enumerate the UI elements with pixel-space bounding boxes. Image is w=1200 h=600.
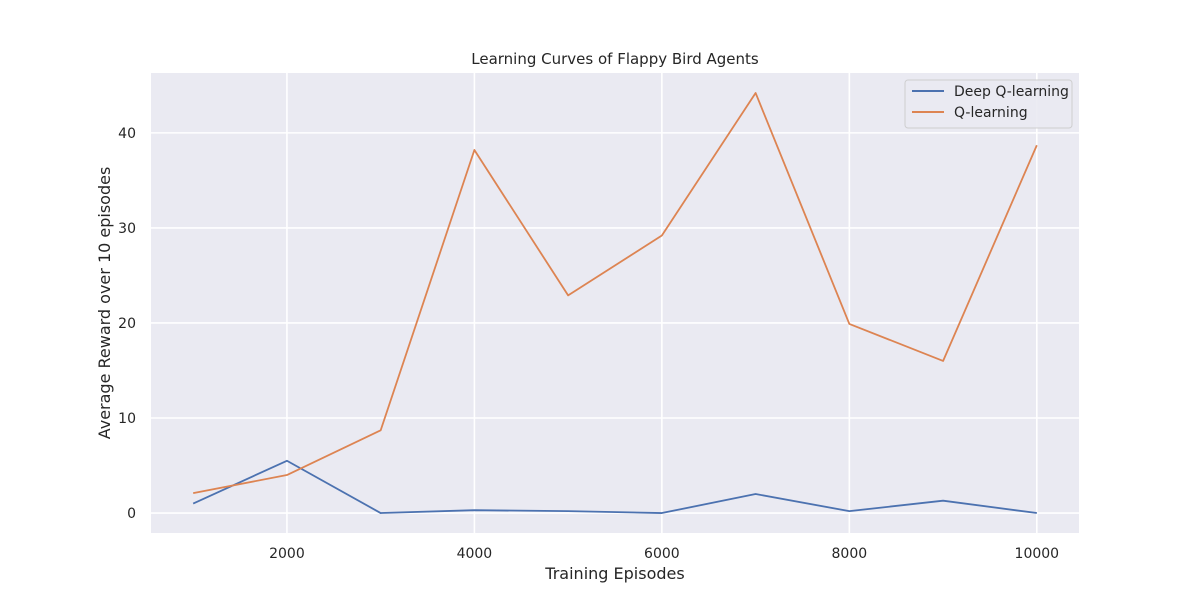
legend-label-deep-q-learning: Deep Q-learning <box>954 84 1069 100</box>
legend-box <box>904 79 1073 129</box>
y-tick-label: 20 <box>118 316 136 332</box>
y-tick-labels: 0 10 20 30 40 <box>118 126 136 522</box>
y-tick-label: 0 <box>127 506 136 522</box>
x-tick-labels: 2000 4000 6000 8000 10000 <box>269 546 1059 562</box>
series-lines <box>192 92 1038 514</box>
y-tick-label: 10 <box>118 411 136 427</box>
legend: Deep Q-learning Q-learning <box>904 79 1073 129</box>
x-tick-label: 2000 <box>269 546 305 562</box>
legend-label-q-learning: Q-learning <box>954 105 1028 121</box>
x-tick-label: 6000 <box>644 546 680 562</box>
series-line-deep-q-learning <box>192 459 1037 514</box>
chart-title: Learning Curves of Flappy Bird Agents <box>471 50 759 68</box>
x-tick-label: 4000 <box>457 546 493 562</box>
x-axis-label: Training Episodes <box>544 564 684 583</box>
grid-lines <box>151 73 1079 533</box>
x-tick-label: 10000 <box>1015 546 1060 562</box>
plot-area <box>151 73 1079 533</box>
y-tick-label: 30 <box>118 221 136 237</box>
series-line-q-learning <box>193 92 1038 494</box>
y-tick-label: 40 <box>118 126 136 142</box>
y-axis-label: Average Reward over 10 episodes <box>95 167 114 440</box>
x-tick-label: 8000 <box>832 546 868 562</box>
